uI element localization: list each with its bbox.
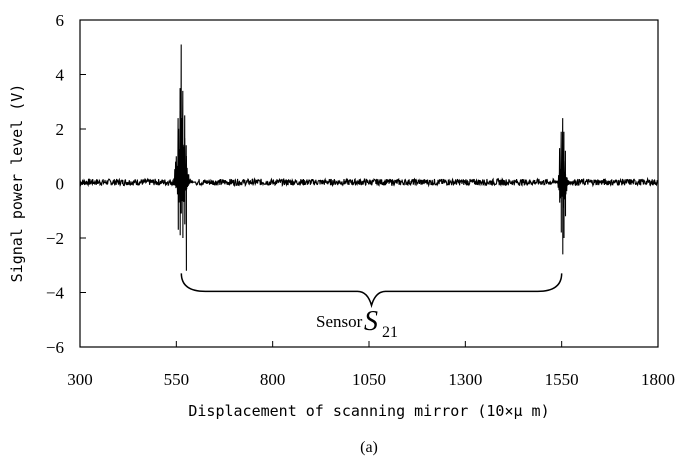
y-tick-label: −2 (46, 229, 64, 248)
y-tick-label: 6 (56, 11, 65, 30)
x-axis-label: Displacement of scanning mirror (10×μ m) (188, 402, 549, 420)
x-tick-label: 1300 (448, 370, 482, 389)
annotation-subscript: 21 (382, 324, 398, 341)
y-tick-label: −6 (46, 338, 64, 357)
y-tick-label: 4 (56, 66, 65, 85)
signal-series-line (79, 44, 659, 271)
x-tick-label: 800 (260, 370, 286, 389)
x-tick-label: 1800 (641, 370, 675, 389)
x-tick-label: 550 (164, 370, 190, 389)
y-axis-label: Signal power level (V) (8, 84, 26, 283)
annotation-symbol: S (364, 306, 378, 337)
x-tick-label: 1050 (352, 370, 386, 389)
x-axis-ticks: 300 550 800 1050 1300 1550 1800 (67, 341, 675, 389)
y-tick-label: 2 (56, 120, 65, 139)
figure-caption: (a) (360, 439, 378, 456)
y-tick-label: −4 (46, 284, 65, 303)
x-tick-label: 1550 (545, 370, 579, 389)
sensor-brace (180, 273, 563, 309)
x-tick-label: 300 (67, 370, 93, 389)
y-tick-label: 0 (56, 175, 65, 194)
y-axis-ticks: 6 4 2 0 −2 −4 −6 (46, 11, 86, 357)
annotation-sensor-label: Sensor (316, 312, 363, 331)
